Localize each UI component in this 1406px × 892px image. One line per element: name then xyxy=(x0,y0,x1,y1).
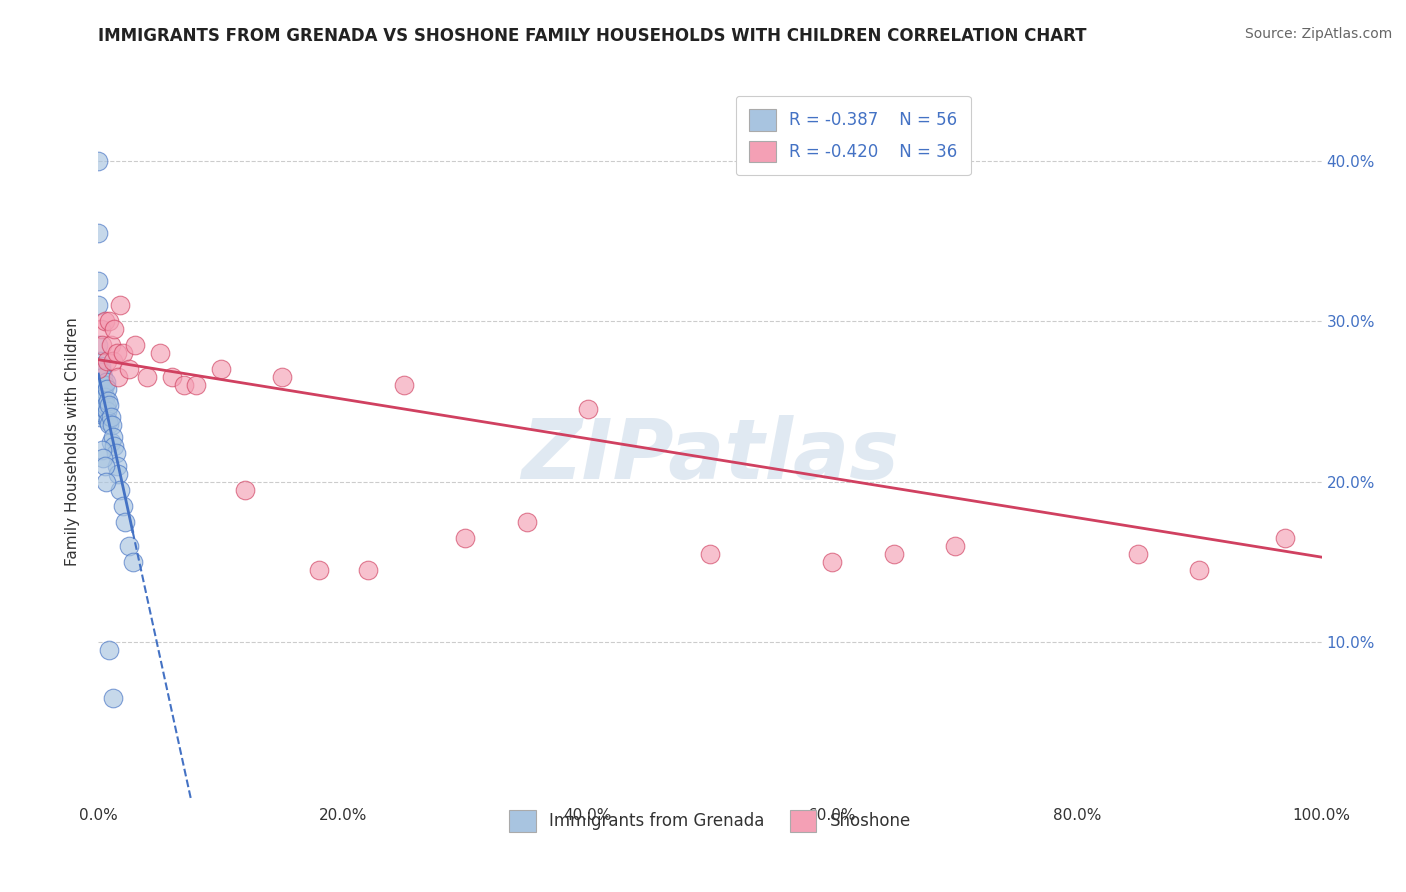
Point xyxy=(173,378,195,392)
Point xyxy=(105,458,128,473)
Point xyxy=(103,322,125,336)
Point xyxy=(93,378,115,392)
Point xyxy=(91,370,114,384)
Point xyxy=(111,346,134,360)
Point xyxy=(87,274,110,288)
Text: IMMIGRANTS FROM GRENADA VS SHOSHONE FAMILY HOUSEHOLDS WITH CHILDREN CORRELATION : IMMIGRANTS FROM GRENADA VS SHOSHONE FAMI… xyxy=(98,27,1087,45)
Point xyxy=(97,414,120,428)
Point xyxy=(118,539,141,553)
Point xyxy=(98,314,121,328)
Point xyxy=(96,354,118,368)
Point xyxy=(454,531,477,545)
Point xyxy=(87,226,110,240)
Point xyxy=(91,442,114,457)
Text: Source: ZipAtlas.com: Source: ZipAtlas.com xyxy=(1244,27,1392,41)
Point xyxy=(118,362,141,376)
Point xyxy=(89,375,111,389)
Point xyxy=(103,439,125,453)
Point xyxy=(89,398,111,412)
Point xyxy=(97,394,120,409)
Point xyxy=(90,394,112,409)
Point xyxy=(209,362,232,376)
Point xyxy=(186,378,208,392)
Point xyxy=(101,430,124,444)
Point xyxy=(699,547,721,561)
Point xyxy=(90,322,112,336)
Point xyxy=(101,354,124,368)
Point xyxy=(270,370,294,384)
Point xyxy=(93,314,115,328)
Point xyxy=(98,417,121,431)
Point xyxy=(89,410,111,425)
Point xyxy=(91,450,114,465)
Point xyxy=(149,346,172,360)
Point xyxy=(356,563,378,577)
Point xyxy=(101,418,124,433)
Point xyxy=(91,366,114,380)
Point xyxy=(110,298,132,312)
Point xyxy=(87,298,110,312)
Point xyxy=(90,359,112,373)
Point xyxy=(96,404,118,418)
Point xyxy=(91,378,114,392)
Point xyxy=(98,398,121,412)
Point xyxy=(98,643,121,657)
Point xyxy=(89,362,111,376)
Point xyxy=(87,153,110,168)
Point xyxy=(114,515,136,529)
Point xyxy=(121,555,143,569)
Point xyxy=(91,391,114,405)
Point xyxy=(91,406,114,420)
Point xyxy=(93,390,115,404)
Point xyxy=(94,375,117,389)
Point xyxy=(943,539,966,553)
Point xyxy=(136,370,159,384)
Point xyxy=(1188,563,1211,577)
Point xyxy=(90,407,112,421)
Point xyxy=(233,483,256,497)
Point xyxy=(124,338,146,352)
Point xyxy=(1128,547,1150,561)
Point xyxy=(883,547,905,561)
Point xyxy=(107,370,129,384)
Point xyxy=(100,338,122,352)
Y-axis label: Family Households with Children: Family Households with Children xyxy=(65,318,80,566)
Point xyxy=(91,382,114,396)
Point xyxy=(89,386,111,401)
Point xyxy=(91,404,114,418)
Point xyxy=(107,467,129,481)
Point xyxy=(91,394,114,409)
Point xyxy=(96,382,118,396)
Point xyxy=(100,410,122,425)
Point xyxy=(392,378,416,392)
Point xyxy=(94,398,117,412)
Point xyxy=(515,515,537,529)
Point xyxy=(110,483,132,497)
Point xyxy=(87,362,110,376)
Point xyxy=(104,446,127,460)
Text: ZIPatlas: ZIPatlas xyxy=(522,416,898,497)
Point xyxy=(89,354,111,368)
Point xyxy=(308,563,330,577)
Point xyxy=(87,362,110,376)
Point xyxy=(160,370,183,384)
Point xyxy=(111,499,134,513)
Legend: Immigrants from Grenada, Shoshone: Immigrants from Grenada, Shoshone xyxy=(496,797,924,845)
Point xyxy=(91,338,114,352)
Point xyxy=(1274,531,1296,545)
Point xyxy=(90,370,112,384)
Point xyxy=(100,434,122,449)
Point xyxy=(87,338,110,352)
Point xyxy=(576,402,599,417)
Point xyxy=(105,346,128,360)
Point xyxy=(87,386,110,401)
Point xyxy=(94,475,117,489)
Point xyxy=(101,691,124,706)
Point xyxy=(93,458,115,473)
Point xyxy=(821,555,844,569)
Point xyxy=(90,382,112,396)
Point xyxy=(93,402,115,417)
